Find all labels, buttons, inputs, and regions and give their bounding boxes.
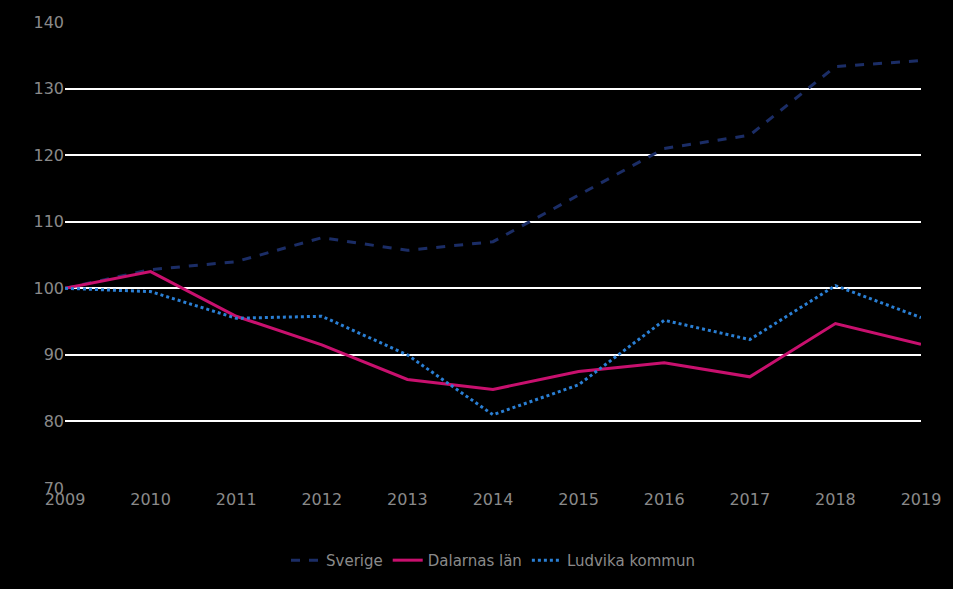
svg-text:2019: 2019 [901, 490, 942, 509]
svg-text:Sverige: Sverige [326, 552, 383, 570]
svg-text:Dalarnas län: Dalarnas län [428, 552, 522, 570]
svg-text:90: 90 [44, 345, 64, 364]
svg-text:130: 130 [33, 79, 64, 98]
svg-text:100: 100 [33, 279, 64, 298]
svg-text:2013: 2013 [387, 490, 428, 509]
svg-text:2010: 2010 [130, 490, 171, 509]
svg-text:2009: 2009 [45, 490, 86, 509]
svg-text:2016: 2016 [644, 490, 685, 509]
svg-text:140: 140 [33, 13, 64, 32]
svg-text:2017: 2017 [729, 490, 770, 509]
svg-text:70: 70 [44, 479, 64, 498]
svg-text:2018: 2018 [815, 490, 856, 509]
svg-text:80: 80 [44, 412, 64, 431]
svg-text:2015: 2015 [558, 490, 599, 509]
svg-text:2012: 2012 [301, 490, 342, 509]
svg-text:110: 110 [33, 212, 64, 231]
svg-text:Ludvika kommun: Ludvika kommun [567, 552, 695, 570]
svg-text:2011: 2011 [216, 490, 257, 509]
svg-text:2014: 2014 [473, 490, 514, 509]
svg-text:120: 120 [33, 146, 64, 165]
